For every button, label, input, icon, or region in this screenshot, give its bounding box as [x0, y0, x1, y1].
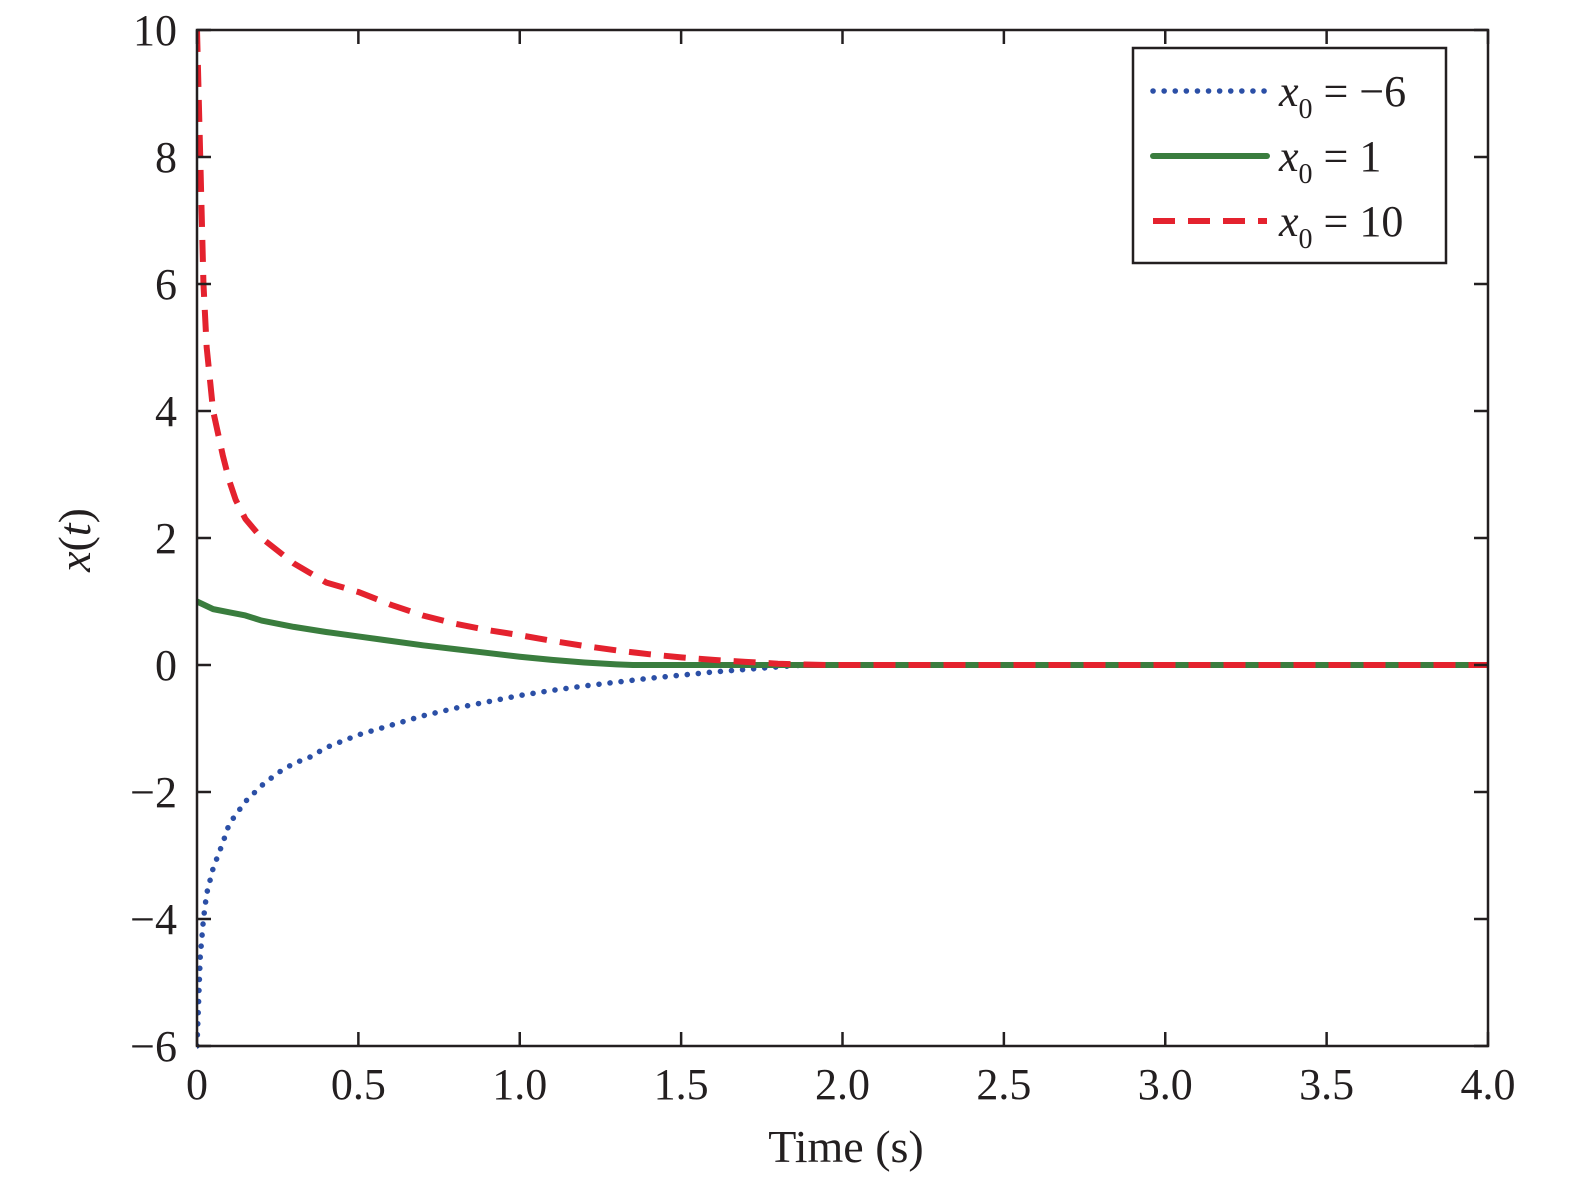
y-tick-label: −6	[130, 1022, 177, 1071]
legend-label-rest: = 1	[1313, 132, 1382, 181]
series-line-3	[197, 29, 1488, 668]
x-tick-label: 3.5	[1299, 1060, 1354, 1109]
y-tick-label: 8	[155, 133, 177, 182]
legend-label-sub: 0	[1299, 159, 1313, 190]
x-tick-label: 4.0	[1461, 1060, 1516, 1109]
x-tick-label: 2.5	[976, 1060, 1031, 1109]
y-axis-title-open: (	[49, 536, 100, 551]
x-tick-label: 1.0	[492, 1060, 547, 1109]
series-line-2	[197, 598, 1488, 668]
x-tick-label: 1.5	[654, 1060, 709, 1109]
series-line-1	[197, 662, 1488, 1049]
legend-label-var: x	[1278, 67, 1299, 116]
series-layer	[197, 29, 1488, 1049]
y-tick-label: 4	[155, 387, 177, 436]
y-axis-title-arg: t	[49, 522, 100, 536]
legend-label-var: x	[1278, 197, 1299, 246]
legend-label-rest: = 10	[1313, 197, 1404, 246]
legend-label-sub: 0	[1299, 94, 1313, 125]
x-tick-label: 2.0	[815, 1060, 870, 1109]
legend: x0 = −6x0 = 1x0 = 10	[1131, 46, 1448, 265]
y-axis-title-var: x	[49, 551, 100, 573]
x-tick-label: 0	[186, 1060, 208, 1109]
y-axis-title-close: )	[49, 508, 100, 523]
x-tick-label: 0.5	[331, 1060, 386, 1109]
y-tick-label: 0	[155, 641, 177, 690]
legend-label: x0 = −6	[1278, 67, 1406, 125]
legend-label-rest: = −6	[1313, 67, 1407, 116]
legend-label-sub: 0	[1299, 224, 1313, 255]
x-axis-title: Time (s)	[768, 1121, 924, 1172]
y-tick-label: −2	[130, 768, 177, 817]
legend-label: x0 = 10	[1278, 197, 1403, 255]
y-tick-label: 2	[155, 514, 177, 563]
ticks-layer: 0 0.5 1.0 1.5 2.0 2.5 3.0 3.5 4.0 −6 −4 −2 0 2 4 6 8 10	[130, 6, 1515, 1109]
x-tick-label: 3.0	[1138, 1060, 1193, 1109]
legend-label-var: x	[1278, 132, 1299, 181]
legend-label: x0 = 1	[1278, 132, 1381, 190]
y-tick-label: 10	[133, 6, 177, 55]
y-axis-title: x(t)	[49, 508, 100, 573]
y-tick-label: −4	[130, 895, 177, 944]
y-tick-label: 6	[155, 260, 177, 309]
